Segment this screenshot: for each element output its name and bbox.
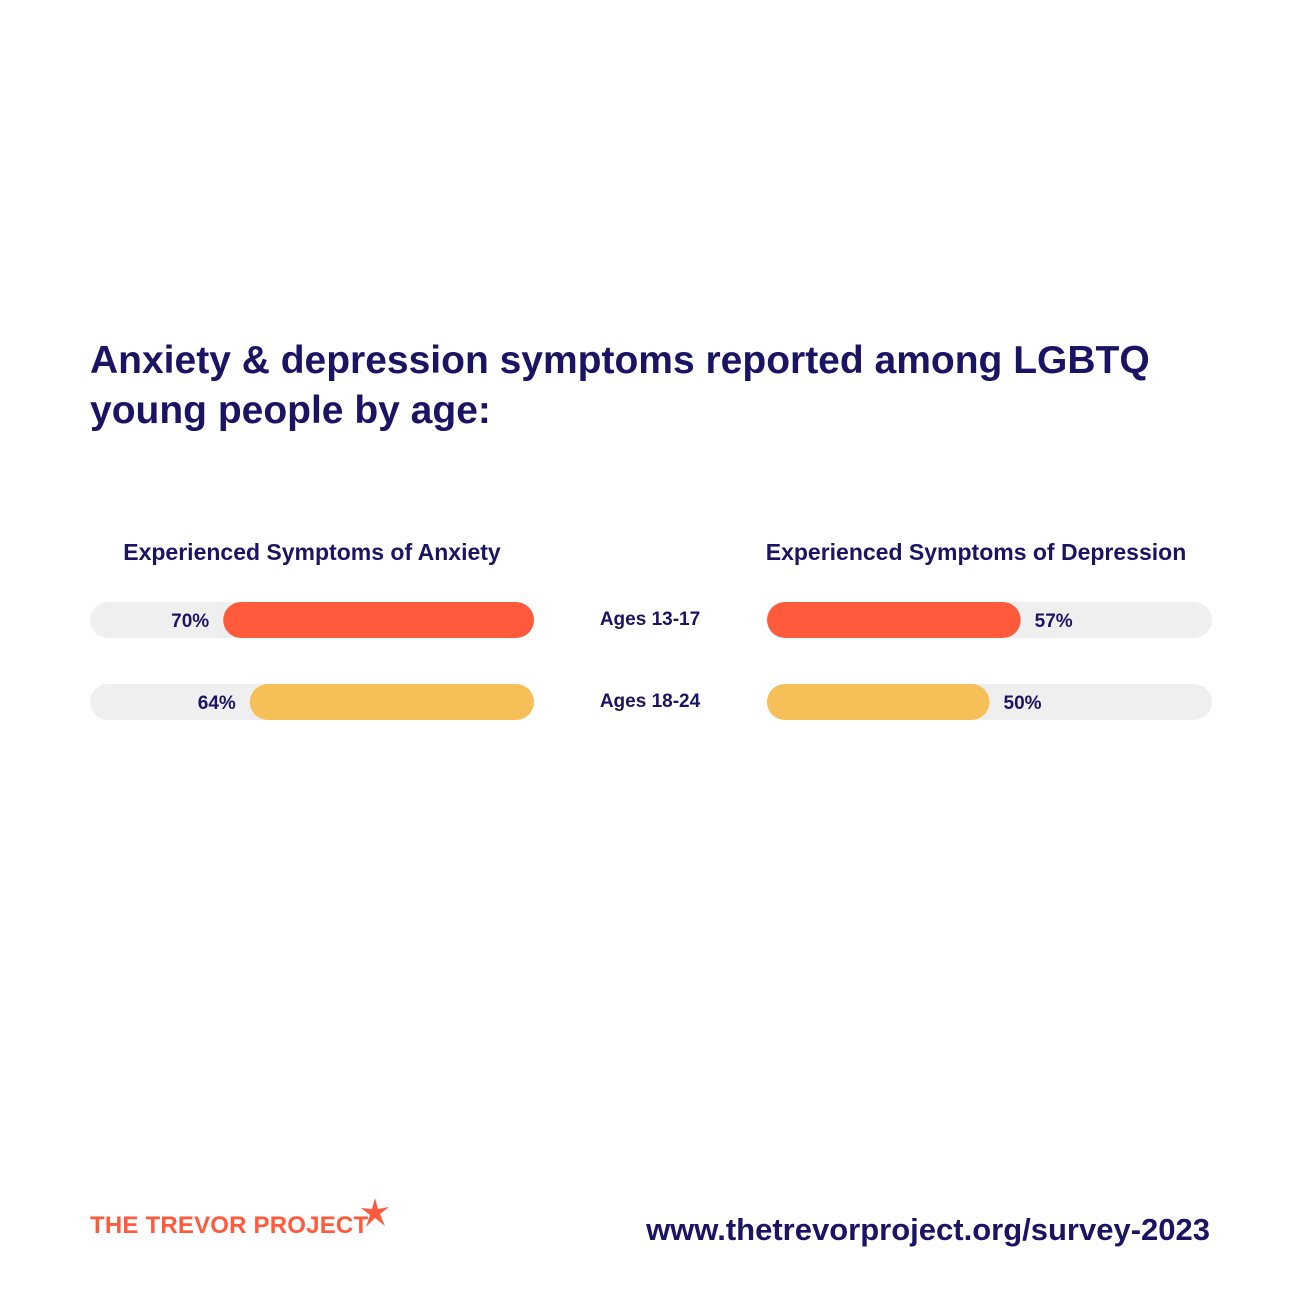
category-label: Ages 18-24 xyxy=(600,691,701,712)
bar xyxy=(249,684,534,720)
data-label: 57% xyxy=(1035,611,1073,632)
survey-url: www.thetrevorproject.org/survey-2023 xyxy=(646,1212,1210,1247)
chart-subtitle: Experienced Symptoms of Depression xyxy=(766,539,1187,565)
chart-subtitle: Experienced Symptoms of Anxiety xyxy=(123,539,501,565)
data-label: 64% xyxy=(198,693,236,714)
bar xyxy=(223,602,534,638)
category-label: Ages 13-17 xyxy=(600,609,700,630)
bar xyxy=(767,684,990,720)
chart-title: Anxiety & depression symptoms reported a… xyxy=(90,339,1150,432)
star-icon xyxy=(361,1198,389,1227)
brand-logo-text: THE TREVOR PROJECT xyxy=(90,1212,369,1239)
bar xyxy=(767,602,1021,638)
data-label: 50% xyxy=(1004,693,1042,714)
data-label: 70% xyxy=(171,611,209,632)
